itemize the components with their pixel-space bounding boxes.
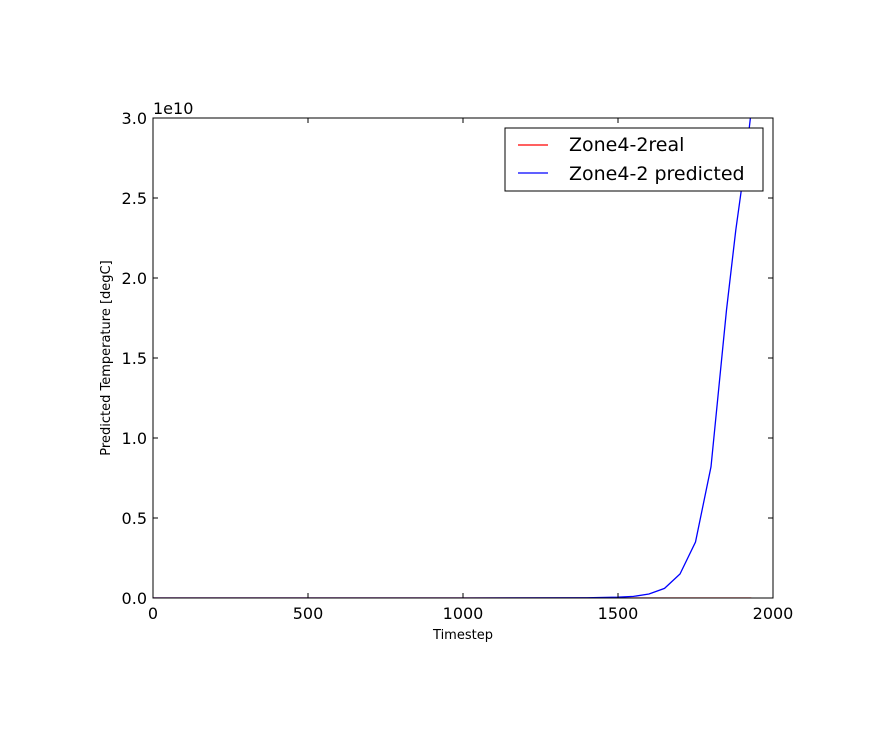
x-axis-label: Timestep bbox=[432, 628, 493, 643]
y-tick-label: 2.5 bbox=[122, 189, 147, 208]
y-tick-label: 3.0 bbox=[122, 109, 147, 128]
x-tick-label: 0 bbox=[148, 604, 158, 623]
x-tick-label: 1000 bbox=[443, 604, 484, 623]
axes: 0 500 1000 1500 2000 0.0 0.5 1.0 1.5 2.0 2.5 3.0 bbox=[122, 109, 794, 623]
y-offset-label: 1e10 bbox=[153, 99, 193, 118]
legend-box bbox=[504, 127, 764, 192]
y-axis-label: Predicted Temperature [degC] bbox=[99, 260, 114, 455]
x-tick-label: 1500 bbox=[598, 604, 639, 623]
legend-label-real: Zone4-2real bbox=[569, 134, 684, 156]
x-tick-label: 500 bbox=[293, 604, 324, 623]
y-tick-label: 0.5 bbox=[122, 509, 147, 528]
legend: Zone4-2real Zone4-2 predicted bbox=[504, 127, 764, 192]
y-tick-label: 1.0 bbox=[122, 429, 147, 448]
y-tick-label: 1.5 bbox=[122, 349, 147, 368]
x-tick-label: 2000 bbox=[753, 604, 794, 623]
y-tick-label: 2.0 bbox=[122, 269, 147, 288]
y-tick-label: 0.0 bbox=[122, 589, 147, 608]
legend-label-predicted: Zone4-2 predicted bbox=[569, 163, 745, 185]
